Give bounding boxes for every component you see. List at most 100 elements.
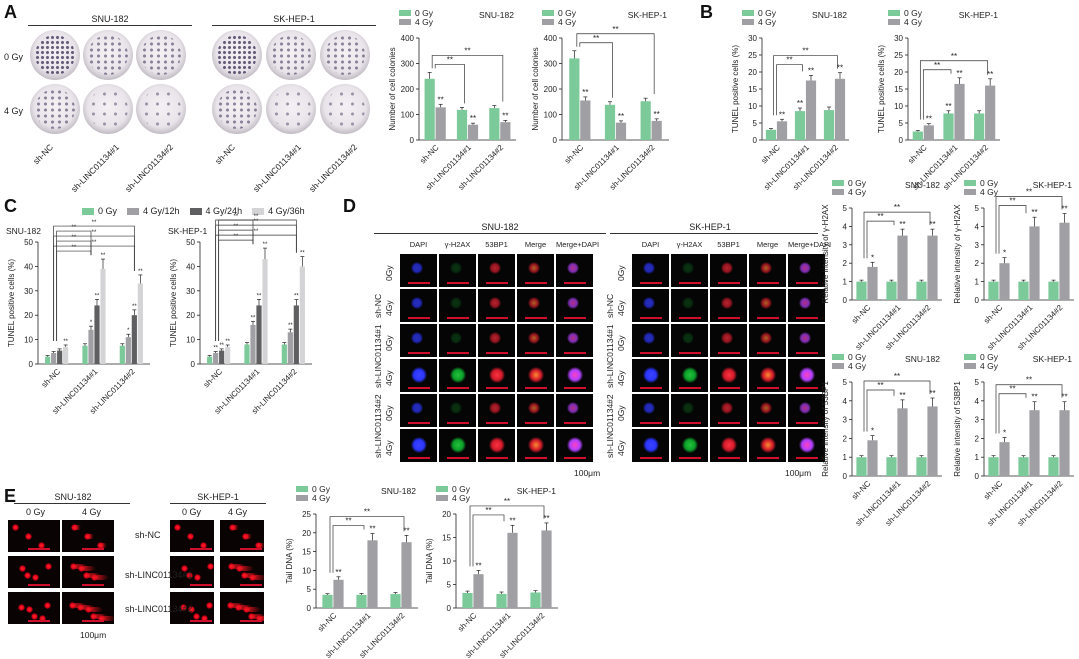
comet-image — [62, 592, 114, 624]
micro-image — [439, 289, 476, 322]
y-tick-label: 5 — [843, 204, 848, 213]
y-tick-label: 15 — [442, 534, 451, 543]
x-tick-label: sh-NC — [982, 303, 1005, 326]
legend-swatch — [399, 10, 411, 16]
bar — [1018, 281, 1029, 300]
significance-bracket — [431, 55, 504, 102]
bar — [131, 315, 137, 364]
comet-image — [170, 520, 214, 552]
y-tick-label: 1 — [975, 453, 980, 462]
y-tick-label: 400 — [401, 34, 415, 43]
bar — [765, 129, 777, 140]
micro-image — [632, 359, 669, 392]
comet-head — [97, 542, 104, 549]
bracket-label: ** — [92, 230, 97, 236]
micro-column-label: Merge — [524, 240, 547, 249]
x-tick-label: sh-NC — [456, 611, 479, 634]
y-tick-label: 5 — [843, 378, 848, 387]
y-tick-label: 1 — [843, 278, 848, 287]
bar — [988, 457, 999, 476]
bar — [137, 283, 143, 364]
scale-bar — [447, 387, 469, 389]
scale-bar — [718, 282, 740, 284]
scale-bar — [525, 387, 547, 389]
scale-bar — [82, 548, 104, 550]
y-tick-label: 20 — [894, 68, 903, 77]
bracket-label: ** — [233, 234, 238, 240]
y-tick-label: 30 — [24, 287, 33, 296]
bar — [51, 353, 57, 364]
bar-chart-d-snu-53bp1: 0 Gy4 Gy SNU-182 0 1 2 3 4 5 Relative intensity … — [821, 352, 942, 528]
nucleus — [721, 262, 733, 274]
panel-a-col-label: sh-LINC01134#1 — [250, 142, 304, 195]
scale-bar — [486, 422, 508, 424]
comet-head — [69, 602, 76, 609]
legend-label: 0 Gy — [758, 8, 777, 18]
legend-label: 0 Gy — [415, 8, 434, 18]
panel-d-sk-grid: DAPI γ-H2AX 53BP1 Merge Merge+DAPI 0Gy 4Gy sh-N… — [605, 220, 831, 462]
significance-bracket — [866, 220, 895, 259]
comet-head — [229, 524, 236, 531]
y-tick-label: 15 — [302, 548, 311, 557]
y-axis-label: Relative intensity of 53BP1 — [821, 381, 830, 477]
nucleus — [760, 437, 776, 453]
nucleus — [799, 402, 811, 414]
significance-bracket — [56, 250, 92, 341]
panel-e-sk-line — [170, 503, 266, 504]
y-tick-label: 20 — [748, 68, 757, 77]
panel-e-comet-grid — [0, 0, 264, 624]
significance-bracket — [332, 525, 365, 573]
y-tick-label: 25 — [302, 510, 311, 519]
bar — [1029, 226, 1040, 300]
bar — [985, 85, 996, 140]
significance-mark: ** — [618, 112, 624, 121]
micro-dose-label: 0Gy — [384, 265, 394, 281]
bar-chart-b-snu: 0 Gy4 Gy SNU-182 0 5 10 15 20 25 30 TUNEL positiv… — [731, 8, 849, 192]
y-tick-label: 10 — [24, 336, 33, 345]
micro-column-label: DAPI — [641, 240, 660, 249]
micro-image — [788, 394, 825, 427]
scale-bar — [718, 352, 740, 354]
colony-dish — [30, 30, 80, 80]
bar — [467, 124, 479, 140]
nucleus — [411, 297, 423, 309]
comet-tail — [102, 616, 114, 621]
significance-bracket — [919, 60, 989, 120]
nucleus — [567, 332, 579, 344]
scale-bar — [564, 317, 586, 319]
bar — [462, 592, 473, 608]
significance-mark: ** — [138, 269, 143, 275]
chart-title: SNU-182 — [6, 226, 41, 236]
significance-mark: ** — [543, 514, 549, 523]
comet-head — [181, 565, 188, 572]
scale-bar — [28, 548, 50, 550]
y-tick-label: 2 — [975, 259, 980, 268]
micro-group-label: sh-LINC01134#2 — [373, 394, 383, 458]
legend-swatch — [82, 207, 94, 215]
micro-image — [400, 324, 437, 357]
y-tick-label: 10 — [186, 336, 195, 345]
legend-label: 0 Gy — [312, 484, 331, 494]
y-tick-label: 0 — [753, 136, 758, 145]
panel-a-row-0gy: 0 Gy — [4, 52, 24, 62]
bar — [219, 350, 225, 364]
bracket-label: ** — [504, 497, 510, 506]
scale-bar — [447, 352, 469, 354]
colony-dish — [136, 84, 186, 134]
bar — [974, 113, 985, 140]
comet-head — [201, 615, 208, 622]
panel-e-scale: 100μm — [80, 630, 107, 640]
y-axis-label: TUNEL positive cells (%) — [731, 45, 740, 134]
bar — [496, 593, 507, 608]
micro-image — [439, 394, 476, 427]
bar-chart-c-snu: SNU-182 0 10 20 30 40 50 TUNEL positive cells (… — [6, 220, 150, 416]
y-tick-label: 4 — [843, 397, 848, 406]
scale-bar — [640, 317, 662, 319]
nucleus — [682, 262, 694, 274]
micro-dose-label: 4Gy — [616, 300, 626, 316]
significance-bracket — [56, 230, 92, 341]
significance-mark: ** — [263, 242, 268, 248]
bracket-label: ** — [786, 56, 792, 65]
comet-head — [255, 542, 262, 549]
panel-e-snu-dose-4: 4 Gy — [82, 507, 102, 517]
